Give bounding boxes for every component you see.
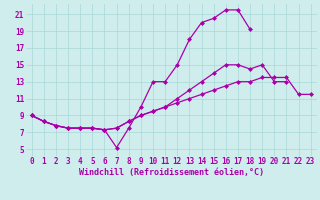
X-axis label: Windchill (Refroidissement éolien,°C): Windchill (Refroidissement éolien,°C)	[79, 168, 264, 177]
